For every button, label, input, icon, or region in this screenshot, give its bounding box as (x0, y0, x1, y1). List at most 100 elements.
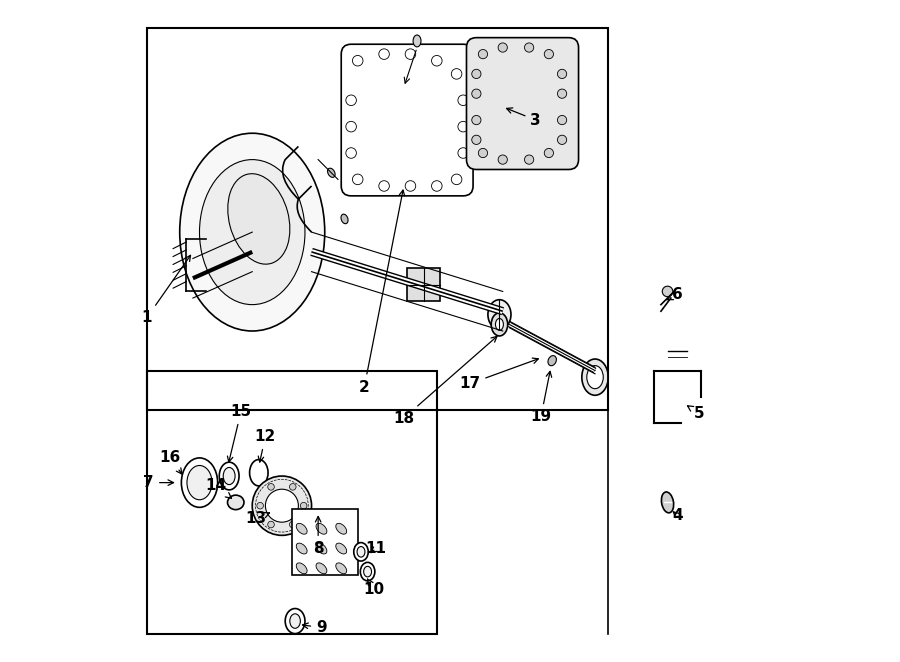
Ellipse shape (354, 543, 368, 561)
Ellipse shape (336, 543, 346, 554)
Circle shape (405, 181, 416, 191)
Text: 11: 11 (365, 541, 387, 556)
Circle shape (525, 155, 534, 164)
Ellipse shape (200, 160, 305, 305)
Ellipse shape (180, 133, 325, 331)
Text: 3: 3 (507, 108, 541, 128)
Ellipse shape (548, 355, 556, 365)
Bar (147, 28, 608, 410)
Circle shape (267, 521, 274, 528)
Text: 9: 9 (302, 620, 327, 635)
Ellipse shape (296, 543, 307, 554)
Circle shape (557, 70, 567, 79)
Text: 10: 10 (364, 579, 385, 597)
Ellipse shape (220, 462, 239, 490)
Ellipse shape (491, 313, 508, 336)
Circle shape (290, 483, 296, 490)
Text: 2: 2 (359, 190, 405, 395)
Circle shape (379, 181, 390, 191)
Bar (147, 371, 436, 634)
Circle shape (662, 286, 673, 297)
Ellipse shape (341, 214, 348, 224)
Ellipse shape (316, 543, 327, 554)
Bar (292, 509, 357, 575)
Text: 1: 1 (141, 256, 191, 325)
Text: 16: 16 (159, 450, 182, 474)
Ellipse shape (581, 359, 608, 395)
Circle shape (431, 181, 442, 191)
Circle shape (353, 174, 363, 185)
Ellipse shape (488, 300, 511, 330)
Text: 17: 17 (459, 358, 538, 391)
Circle shape (290, 521, 296, 528)
Ellipse shape (662, 492, 674, 513)
Circle shape (346, 121, 356, 132)
Ellipse shape (296, 563, 307, 574)
Text: 15: 15 (228, 404, 252, 462)
Ellipse shape (357, 547, 365, 557)
Text: 6: 6 (667, 287, 683, 303)
Circle shape (346, 148, 356, 158)
Circle shape (472, 135, 481, 144)
Circle shape (557, 89, 567, 98)
Circle shape (346, 95, 356, 105)
Circle shape (557, 115, 567, 124)
Ellipse shape (496, 318, 503, 330)
Ellipse shape (587, 365, 603, 389)
Text: 8: 8 (313, 516, 323, 556)
Ellipse shape (249, 459, 268, 486)
Ellipse shape (336, 563, 346, 574)
Circle shape (557, 135, 567, 144)
Circle shape (544, 50, 554, 59)
Circle shape (405, 49, 416, 60)
Ellipse shape (316, 563, 327, 574)
Ellipse shape (228, 495, 244, 510)
Ellipse shape (285, 608, 305, 634)
Text: 7: 7 (143, 475, 174, 490)
Circle shape (478, 50, 488, 59)
Ellipse shape (228, 173, 290, 264)
Circle shape (379, 49, 390, 60)
Circle shape (472, 115, 481, 124)
Ellipse shape (413, 35, 421, 47)
Circle shape (256, 502, 264, 509)
Text: 19: 19 (530, 371, 552, 424)
Ellipse shape (328, 168, 335, 177)
Text: 12: 12 (255, 429, 276, 462)
Circle shape (478, 148, 488, 158)
Bar (407, 268, 440, 301)
Ellipse shape (187, 465, 212, 500)
Circle shape (353, 56, 363, 66)
Circle shape (525, 43, 534, 52)
Circle shape (266, 489, 299, 522)
Ellipse shape (290, 614, 301, 628)
Circle shape (472, 89, 481, 98)
Circle shape (498, 43, 508, 52)
Ellipse shape (296, 524, 307, 534)
Circle shape (301, 502, 307, 509)
Circle shape (458, 121, 469, 132)
FancyBboxPatch shape (341, 44, 473, 196)
FancyBboxPatch shape (466, 38, 579, 169)
Circle shape (472, 70, 481, 79)
Ellipse shape (223, 467, 235, 485)
Circle shape (544, 148, 554, 158)
Ellipse shape (360, 563, 374, 581)
Circle shape (451, 69, 462, 79)
Ellipse shape (182, 458, 218, 507)
Text: 18: 18 (393, 336, 497, 426)
Circle shape (252, 476, 311, 536)
Circle shape (498, 155, 508, 164)
Text: 13: 13 (245, 511, 269, 526)
Ellipse shape (364, 567, 372, 577)
Circle shape (451, 174, 462, 185)
Circle shape (458, 148, 469, 158)
Text: 5: 5 (688, 406, 705, 421)
Text: 4: 4 (672, 508, 683, 523)
Circle shape (458, 95, 469, 105)
Ellipse shape (316, 524, 327, 534)
Circle shape (267, 483, 274, 490)
Ellipse shape (336, 524, 346, 534)
Circle shape (431, 56, 442, 66)
Text: 14: 14 (205, 479, 231, 498)
